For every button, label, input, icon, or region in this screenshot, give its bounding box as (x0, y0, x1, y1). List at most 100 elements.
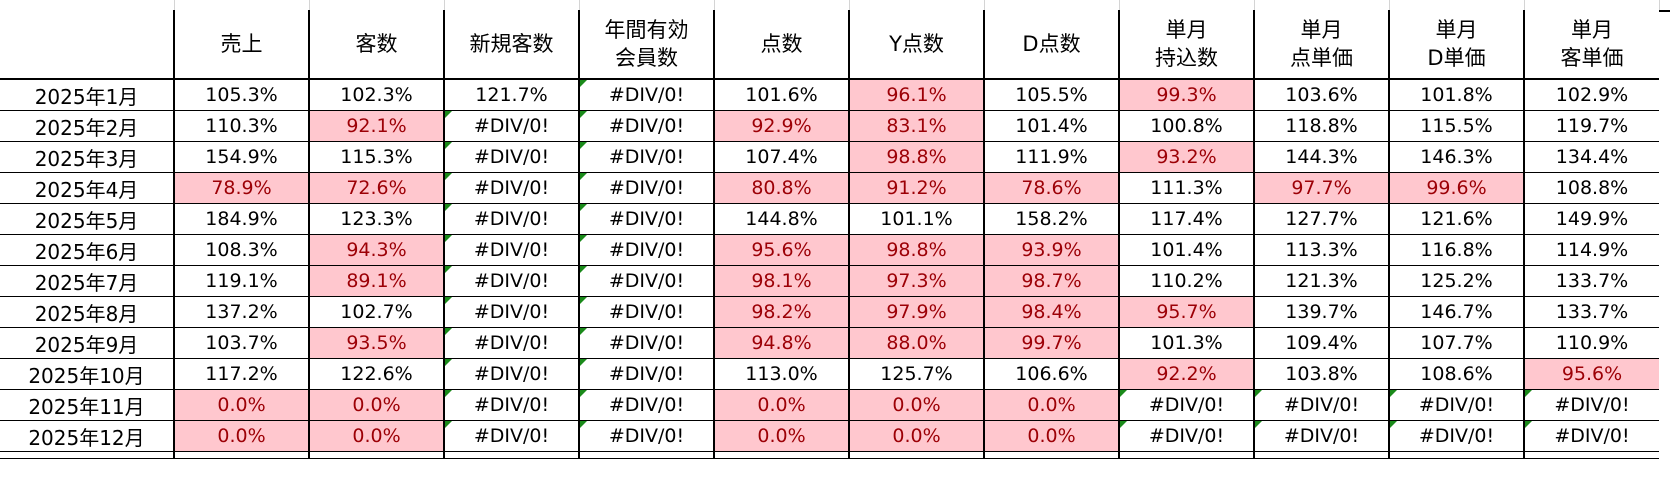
table-cell[interactable]: 101.4% (1118, 234, 1254, 266)
table-cell[interactable]: 184.9% (173, 203, 309, 235)
table-cell[interactable]: 107.4% (713, 141, 849, 173)
table-cell[interactable]: #DIV/0! (1118, 420, 1254, 452)
table-cell[interactable]: 98.7% (983, 265, 1119, 297)
column-header[interactable]: 客数 (308, 10, 444, 80)
table-cell[interactable]: 121.7% (443, 79, 579, 111)
table-cell[interactable]: 89.1% (308, 265, 444, 297)
table-cell[interactable]: 0.0% (173, 389, 309, 421)
table-cell[interactable]: #DIV/0! (1388, 389, 1524, 421)
row-label[interactable]: 2025年8月 (0, 296, 174, 328)
column-header[interactable]: 単月 持込数 (1118, 10, 1254, 80)
table-cell[interactable]: #DIV/0! (578, 296, 714, 328)
table-cell[interactable]: #DIV/0! (443, 234, 579, 266)
table-cell[interactable]: 103.6% (1253, 79, 1389, 111)
table-cell[interactable]: 146.3% (1388, 141, 1524, 173)
table-cell[interactable]: 111.3% (1118, 172, 1254, 204)
table-cell[interactable]: 0.0% (983, 420, 1119, 452)
table-cell[interactable]: 92.1% (308, 110, 444, 142)
table-cell[interactable]: 105.3% (173, 79, 309, 111)
table-cell[interactable]: #DIV/0! (578, 141, 714, 173)
table-cell[interactable]: #DIV/0! (578, 234, 714, 266)
table-cell[interactable]: 122.6% (308, 358, 444, 390)
table-cell[interactable]: 99.6% (1388, 172, 1524, 204)
table-cell[interactable]: 99.7% (983, 327, 1119, 359)
row-label[interactable]: 2025年7月 (0, 265, 174, 297)
table-cell[interactable]: 0.0% (713, 389, 849, 421)
table-cell[interactable]: 98.2% (713, 296, 849, 328)
table-cell[interactable]: #DIV/0! (443, 110, 579, 142)
table-cell[interactable]: #DIV/0! (443, 203, 579, 235)
table-cell[interactable]: 103.7% (173, 327, 309, 359)
table-cell[interactable]: 0.0% (173, 420, 309, 452)
row-label[interactable]: 2025年2月 (0, 110, 174, 142)
table-cell[interactable]: #DIV/0! (578, 110, 714, 142)
table-cell[interactable]: 96.1% (848, 79, 984, 111)
table-cell[interactable]: 108.8% (1523, 172, 1659, 204)
row-label[interactable]: 2025年5月 (0, 203, 174, 235)
table-cell[interactable]: 117.4% (1118, 203, 1254, 235)
table-cell[interactable]: 98.1% (713, 265, 849, 297)
row-label[interactable]: 2025年11月 (0, 389, 174, 421)
table-cell[interactable]: 116.8% (1388, 234, 1524, 266)
table-cell[interactable]: 98.8% (848, 141, 984, 173)
row-label[interactable]: 2025年10月 (0, 358, 174, 390)
table-cell[interactable]: 125.2% (1388, 265, 1524, 297)
table-cell[interactable]: 95.6% (1523, 358, 1659, 390)
table-cell[interactable]: 100.8% (1118, 110, 1254, 142)
table-cell[interactable]: 110.9% (1523, 327, 1659, 359)
table-cell[interactable]: 115.5% (1388, 110, 1524, 142)
table-cell[interactable]: 0.0% (713, 420, 849, 452)
table-cell[interactable]: #DIV/0! (443, 296, 579, 328)
table-cell[interactable]: 83.1% (848, 110, 984, 142)
table-cell[interactable]: 95.7% (1118, 296, 1254, 328)
table-cell[interactable]: 113.3% (1253, 234, 1389, 266)
table-cell[interactable]: 118.8% (1253, 110, 1389, 142)
table-cell[interactable]: #DIV/0! (578, 389, 714, 421)
table-cell[interactable]: 78.9% (173, 172, 309, 204)
table-cell[interactable]: 115.3% (308, 141, 444, 173)
column-header[interactable]: 年間有効 会員数 (578, 10, 714, 80)
table-cell[interactable]: #DIV/0! (443, 141, 579, 173)
table-cell[interactable]: 101.1% (848, 203, 984, 235)
table-cell[interactable]: #DIV/0! (1523, 389, 1659, 421)
table-cell[interactable]: 72.6% (308, 172, 444, 204)
table-cell[interactable]: 113.0% (713, 358, 849, 390)
table-cell[interactable]: #DIV/0! (578, 172, 714, 204)
table-cell[interactable]: 92.2% (1118, 358, 1254, 390)
table-cell[interactable]: 107.7% (1388, 327, 1524, 359)
row-label[interactable]: 2025年9月 (0, 327, 174, 359)
table-cell[interactable]: #DIV/0! (443, 265, 579, 297)
table-cell[interactable]: 144.8% (713, 203, 849, 235)
table-cell[interactable]: 101.6% (713, 79, 849, 111)
table-cell[interactable]: #DIV/0! (443, 172, 579, 204)
table-cell[interactable]: 92.9% (713, 110, 849, 142)
table-cell[interactable]: 117.2% (173, 358, 309, 390)
table-cell[interactable]: #DIV/0! (1253, 420, 1389, 452)
table-cell[interactable]: 101.3% (1118, 327, 1254, 359)
table-cell[interactable]: 93.9% (983, 234, 1119, 266)
table-cell[interactable]: 111.9% (983, 141, 1119, 173)
table-cell[interactable]: 94.3% (308, 234, 444, 266)
table-cell[interactable]: 95.6% (713, 234, 849, 266)
column-header[interactable]: D点数 (983, 10, 1119, 80)
table-cell[interactable]: 109.4% (1253, 327, 1389, 359)
column-header[interactable]: 単月 点単価 (1253, 10, 1389, 80)
table-cell[interactable]: 114.9% (1523, 234, 1659, 266)
table-cell[interactable]: 121.3% (1253, 265, 1389, 297)
row-label[interactable]: 2025年6月 (0, 234, 174, 266)
row-label[interactable]: 2025年3月 (0, 141, 174, 173)
table-cell[interactable]: 0.0% (308, 420, 444, 452)
table-cell[interactable]: #DIV/0! (578, 265, 714, 297)
table-cell[interactable]: #DIV/0! (443, 327, 579, 359)
table-cell[interactable]: 106.6% (983, 358, 1119, 390)
table-cell[interactable]: #DIV/0! (1253, 389, 1389, 421)
table-cell[interactable]: 0.0% (848, 420, 984, 452)
table-cell[interactable]: 91.2% (848, 172, 984, 204)
table-cell[interactable]: #DIV/0! (1523, 420, 1659, 452)
table-cell[interactable]: 102.7% (308, 296, 444, 328)
column-header[interactable]: 新規客数 (443, 10, 579, 80)
table-cell[interactable]: #DIV/0! (443, 420, 579, 452)
table-cell[interactable]: 137.2% (173, 296, 309, 328)
table-cell[interactable]: 149.9% (1523, 203, 1659, 235)
table-cell[interactable]: 154.9% (173, 141, 309, 173)
